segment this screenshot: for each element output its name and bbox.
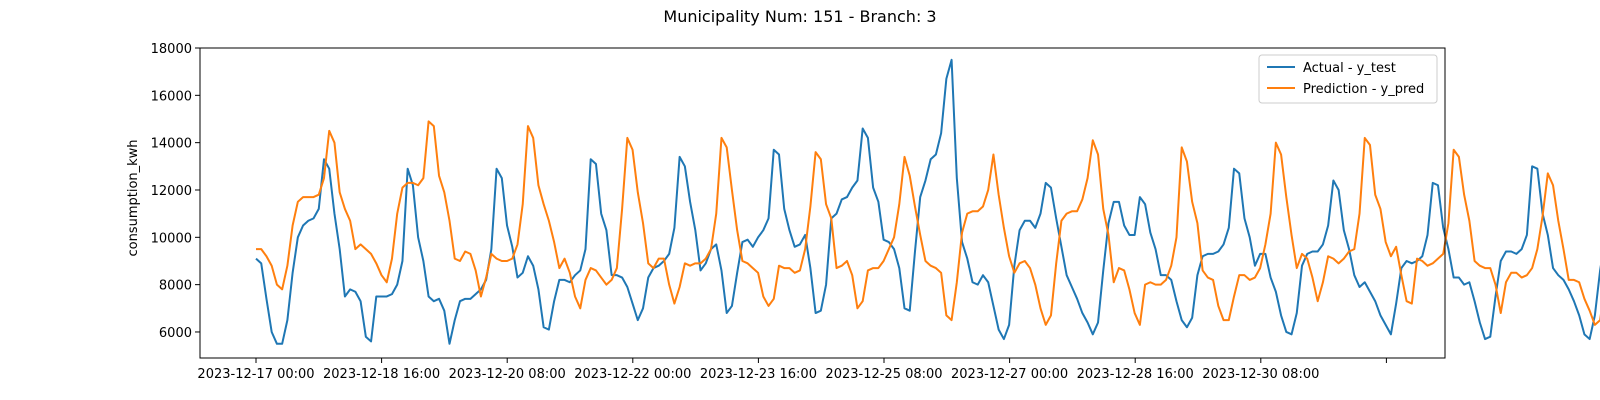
axes-frame	[199, 47, 1446, 359]
x-tick-label: 2023-12-30 08:00	[1202, 367, 1319, 382]
chart-title: Municipality Num: 151 - Branch: 3	[663, 7, 936, 26]
x-tick-label: 2023-12-20 08:00	[449, 367, 566, 382]
x-tick-label: 2023-12-18 16:00	[323, 367, 440, 382]
x-axis: 2023-12-17 00:00 2023-12-18 16:00 2023-12-…	[197, 358, 1387, 382]
y-axis: 6000 8000 10000 12000 14000 16000 18000	[151, 42, 200, 341]
x-tick-label: 2023-12-17 00:00	[197, 367, 314, 382]
x-tick-label: 2023-12-23 16:00	[700, 367, 817, 382]
y-tick-label: 16000	[151, 89, 192, 104]
x-tick-label: 2023-12-22 00:00	[574, 367, 691, 382]
legend-box	[1258, 54, 1438, 104]
legend-label-actual: Actual - y_test	[1303, 61, 1396, 76]
y-tick-label: 14000	[151, 137, 192, 152]
series-line-prediction	[256, 120, 1600, 326]
y-tick-label: 12000	[151, 184, 192, 199]
x-tick-label: 2023-12-27 00:00	[951, 367, 1068, 382]
y-axis-label: consumption_kwh	[126, 139, 141, 256]
y-tick-label: 8000	[159, 279, 192, 294]
y-tick-label: 10000	[151, 231, 192, 246]
legend-label-prediction: Prediction - y_pred	[1303, 82, 1424, 97]
plot-area	[255, 58, 1600, 345]
legend: Actual - y_test Prediction - y_pred	[1258, 54, 1438, 104]
x-tick-label: 2023-12-28 16:00	[1077, 367, 1194, 382]
y-tick-label: 6000	[159, 326, 192, 341]
x-tick-label: 2023-12-25 08:00	[825, 367, 942, 382]
y-tick-label: 18000	[151, 42, 192, 57]
